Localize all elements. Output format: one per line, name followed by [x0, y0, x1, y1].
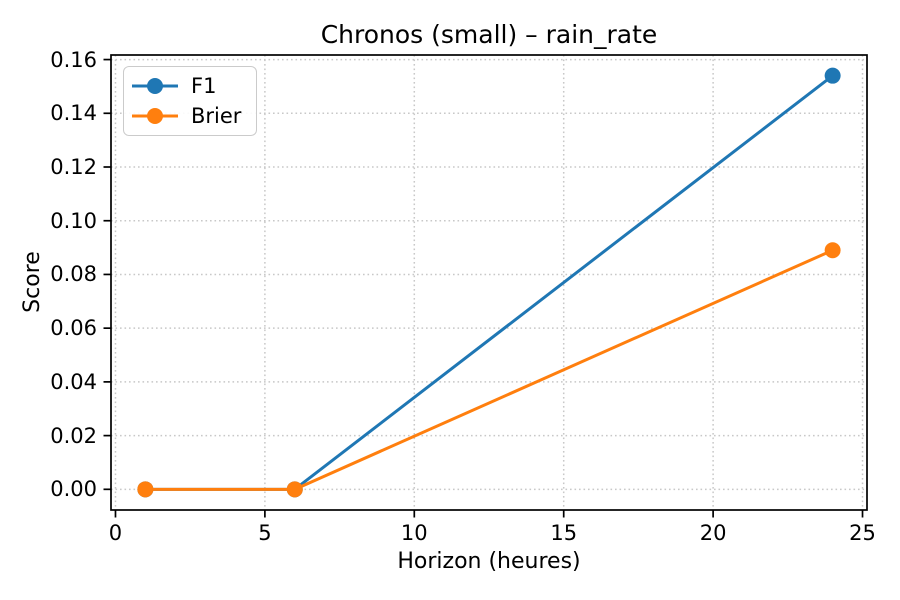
y-tick-label: 0.00	[50, 477, 97, 502]
legend-line-marker-icon	[132, 78, 178, 94]
legend-item-brier: Brier	[132, 102, 241, 130]
y-tick-label: 0.12	[50, 155, 97, 179]
series-line-brier	[143, 248, 835, 491]
y-tick-label: 0.16	[50, 47, 97, 72]
x-tick-label: 20	[699, 521, 727, 545]
x-tick-label: 5	[258, 521, 272, 545]
legend: F1 Brier	[123, 66, 258, 136]
y-tick-label: 0.10	[50, 208, 97, 233]
x-tick-label: 10	[400, 521, 428, 545]
legend-label: Brier	[191, 104, 242, 128]
y-tick-label: 0.06	[50, 316, 97, 341]
x-tick-label: 25	[849, 521, 876, 545]
series-line-f1	[143, 74, 835, 491]
legend-line-marker-icon	[132, 108, 178, 124]
chart-title: Chronos (small) – rain_rate	[320, 20, 658, 49]
y-tick-label: 0.04	[50, 369, 97, 394]
y-tick-label: 0.02	[50, 423, 97, 448]
x-axis-label: Horizon (heures)	[397, 549, 581, 574]
axes-spines	[110, 54, 868, 511]
data-point-brier	[286, 481, 303, 498]
data-point-brier	[137, 481, 154, 498]
data-point-f1	[824, 67, 841, 84]
x-tick-label: 0	[108, 521, 123, 545]
legend-item-f1: F1	[132, 72, 241, 100]
y-tick-label: 0.08	[50, 262, 97, 287]
x-tick-label: 15	[550, 521, 578, 545]
y-tick-label: 0.14	[50, 101, 97, 126]
legend-label: F1	[191, 74, 217, 98]
data-point-brier	[824, 242, 841, 259]
